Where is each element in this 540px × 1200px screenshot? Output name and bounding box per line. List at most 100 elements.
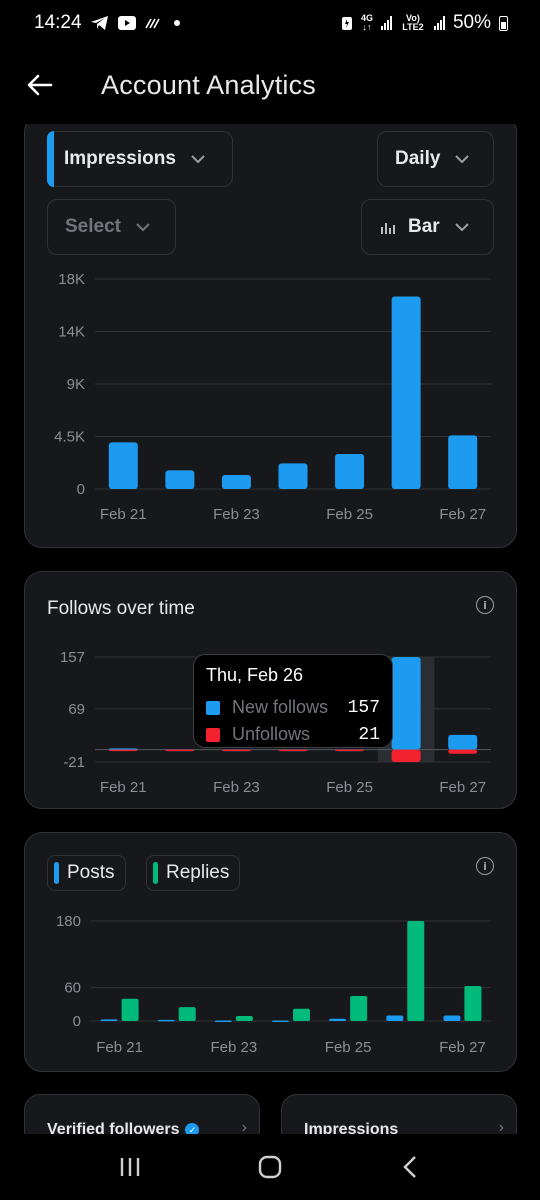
verified-followers-card[interactable]: Verified followers ✓ › — [24, 1094, 260, 1134]
impressions-bar — [221, 475, 251, 489]
unfollows-bar — [391, 749, 421, 762]
bar-chart-icon — [381, 223, 395, 234]
chevron-right-icon: › — [241, 1119, 247, 1134]
follows-chart[interactable]: -21 69 157 Feb 21 Feb 23 Feb 25 Feb 27 — [25, 642, 518, 802]
impressions-bar — [278, 463, 308, 489]
impressions-summary-card[interactable]: Impressions › — [281, 1094, 517, 1134]
follows-tooltip: Thu, Feb 26 New follows 157 Unfollows 21 — [193, 654, 393, 748]
tooltip-new-value: 157 — [347, 697, 380, 718]
period-dropdown[interactable]: Daily — [377, 131, 494, 187]
impressions-x-tick-label: Feb 25 — [326, 506, 373, 523]
network-type-label: 4G — [360, 13, 373, 23]
replies-bar — [407, 921, 425, 1021]
metric-dropdown[interactable]: Impressions — [47, 131, 233, 187]
replies-bar — [464, 986, 482, 1021]
posts-bar — [443, 1015, 461, 1021]
impressions-x-tick-label: Feb 23 — [213, 506, 260, 523]
impressions-summary-label: Impressions — [304, 1121, 399, 1134]
posts-bar — [214, 1020, 232, 1022]
chevron-down-icon — [455, 155, 470, 164]
recents-icon — [120, 1158, 140, 1176]
battery-saver-icon — [341, 17, 352, 30]
posts-chart[interactable]: 0 60 180 Feb 21 Feb 23 Feb 25 Feb 27 — [25, 909, 518, 1069]
posts-x-tick-label: Feb 27 — [439, 1039, 486, 1056]
follows-title: Follows over time — [47, 598, 195, 619]
follows-x-tick-label: Feb 21 — [100, 779, 147, 796]
unfollows-bar — [108, 749, 138, 752]
status-time: 14:24 — [34, 12, 82, 33]
battery-icon — [499, 15, 508, 31]
tooltip-new-label: New follows — [232, 697, 329, 717]
chevron-left-icon — [403, 1156, 416, 1178]
impressions-card: Impressions Daily Select Bar 0 4.5K 9K 14K 1… — [24, 124, 517, 548]
system-back-button[interactable] — [380, 1142, 440, 1192]
impressions-y-tick-label: 18K — [58, 271, 85, 288]
posts-card: Posts Replies i 0 60 180 Feb 21 Feb 23 Feb 25… — [24, 832, 517, 1072]
unfollows-bar — [165, 749, 195, 752]
posts-x-tick-label: Feb 23 — [211, 1039, 258, 1056]
unfollows-bar — [278, 749, 308, 752]
posts-bar — [100, 1019, 118, 1021]
impressions-bar — [165, 470, 195, 489]
status-right: 4G ↓↑ Vo) LTE2 50% — [341, 12, 508, 34]
posts-y-tick-label: 60 — [64, 980, 81, 997]
youtube-icon — [117, 16, 136, 30]
verified-followers-label: Verified followers ✓ — [47, 1121, 200, 1134]
posts-y-tick-label: 0 — [73, 1013, 81, 1030]
follows-y-tick-label: 157 — [60, 649, 85, 666]
new-follows-bar — [391, 657, 421, 750]
follows-y-tick-label: 69 — [68, 701, 85, 718]
posts-bar — [157, 1019, 175, 1022]
back-button[interactable] — [0, 46, 80, 124]
new-follows-swatch — [206, 700, 220, 715]
replies-bar — [121, 998, 139, 1021]
system-nav-bar — [0, 1134, 540, 1200]
follows-x-tick-label: Feb 25 — [326, 779, 373, 796]
impressions-x-tick-label: Feb 27 — [439, 506, 486, 523]
impressions-chart[interactable]: 0 4.5K 9K 14K 18K Feb 21 Feb 23 Feb 25 Feb 27 — [25, 265, 518, 545]
posts-y-tick-label: 180 — [56, 913, 81, 930]
follows-x-tick-label: Feb 27 — [439, 779, 486, 796]
posts-bar — [329, 1018, 347, 1021]
chart-type-dropdown[interactable]: Bar — [361, 199, 494, 255]
posts-legend-toggle[interactable]: Posts — [47, 855, 126, 891]
notification-dot-icon — [173, 20, 180, 26]
posts-bar — [272, 1020, 289, 1022]
impressions-bar — [335, 454, 365, 489]
posts-x-tick-label: Feb 21 — [96, 1039, 143, 1056]
metric-accent — [47, 131, 54, 187]
metric-label: Impressions — [64, 148, 176, 169]
impressions-bar — [391, 296, 421, 489]
replies-legend-label: Replies — [166, 862, 230, 883]
unfollows-bar — [448, 749, 478, 754]
unfollows-bar — [335, 749, 365, 752]
verified-followers-text: Verified followers — [47, 1121, 180, 1134]
chart-type-label: Bar — [408, 216, 440, 237]
tooltip-row-new: New follows 157 — [206, 694, 380, 721]
info-icon[interactable]: i — [476, 857, 494, 875]
home-button[interactable] — [240, 1142, 300, 1192]
new-follows-bar — [108, 748, 138, 750]
follows-card: Follows over time i -21 69 157 Feb 21 Feb 23… — [24, 571, 517, 809]
verified-badge-icon: ✓ — [185, 1123, 200, 1134]
compare-select-dropdown[interactable]: Select — [47, 199, 176, 255]
impressions-y-tick-label: 4.5K — [54, 429, 85, 446]
battery-percent: 50% — [452, 12, 491, 33]
follows-x-tick-label: Feb 23 — [213, 779, 260, 796]
replies-legend-toggle[interactable]: Replies — [146, 855, 241, 891]
follows-y-tick-label: -21 — [63, 754, 85, 771]
replies-bar — [293, 1008, 310, 1021]
page-title: Account Analytics — [101, 69, 317, 100]
replies-bar — [350, 996, 368, 1021]
signal-1-icon — [380, 16, 392, 30]
chevron-down-icon — [454, 223, 469, 232]
back-arrow-icon — [27, 74, 53, 96]
chevron-right-icon: › — [498, 1119, 504, 1134]
new-follows-bar — [448, 734, 478, 750]
info-icon[interactable]: i — [476, 596, 494, 614]
replies-bar — [235, 1016, 253, 1021]
posts-bar — [386, 1015, 404, 1021]
analytics-scroll[interactable]: Impressions Daily Select Bar 0 4.5K 9K 14K 1… — [0, 124, 540, 1134]
impressions-y-tick-label: 14K — [58, 324, 85, 341]
recents-button[interactable] — [100, 1142, 160, 1192]
